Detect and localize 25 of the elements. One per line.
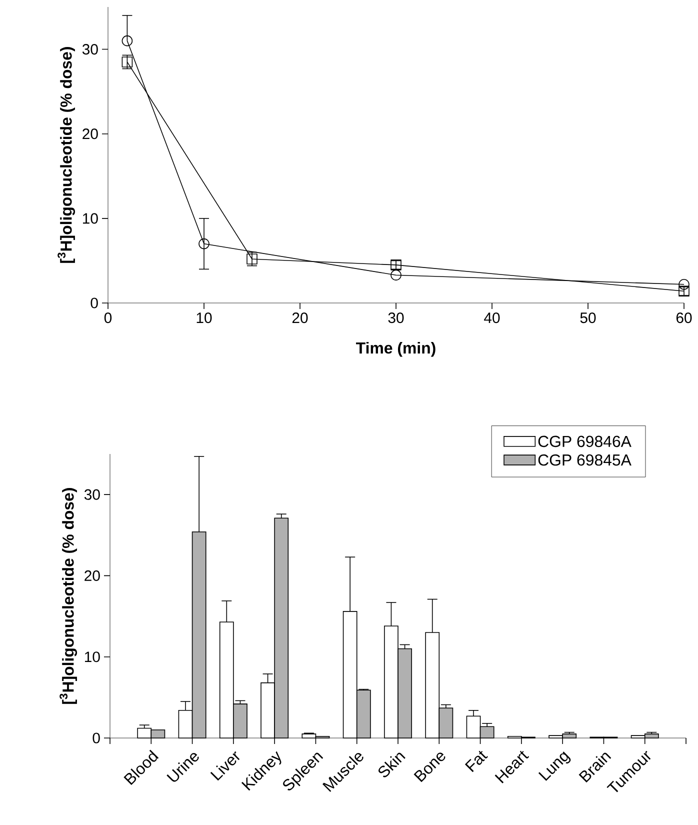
point bbox=[122, 35, 133, 46]
legend-label: CGP 69846A bbox=[538, 436, 632, 448]
x-tick-label: 10 bbox=[196, 312, 212, 324]
x-tick-label: Skin bbox=[378, 752, 406, 778]
x-tick-label: 50 bbox=[580, 312, 596, 324]
point bbox=[198, 238, 210, 250]
x-axis-title: Time (min) bbox=[356, 342, 436, 357]
y-tick-label: 0 bbox=[92, 732, 100, 744]
x-tick-label: 30 bbox=[388, 312, 404, 324]
y-tick-label: 10 bbox=[83, 213, 98, 224]
x-tick-label: 20 bbox=[292, 312, 308, 324]
y-tick-label: 20 bbox=[84, 570, 100, 581]
legend-label: CGP 69845A bbox=[538, 454, 632, 466]
x-tick-label: 60 bbox=[676, 312, 692, 324]
x-tick-label: 0 bbox=[104, 312, 112, 324]
y-tick-label: 30 bbox=[82, 44, 98, 55]
y-tick-label: 30 bbox=[84, 489, 100, 500]
y-tick-label: 0 bbox=[90, 298, 98, 308]
y-tick-label: 10 bbox=[85, 652, 100, 662]
point bbox=[678, 278, 690, 290]
x-tick-label: 40 bbox=[484, 312, 500, 324]
y-axis-title: [$^{3}$H]oligonucleotide (% dose) bbox=[60, 488, 78, 704]
x-tick-label: Fat bbox=[464, 750, 488, 772]
y-axis-title: [$^{3}$H]oligonucleotide (% dose) bbox=[58, 47, 76, 263]
y-tick-label: 20 bbox=[82, 128, 98, 140]
